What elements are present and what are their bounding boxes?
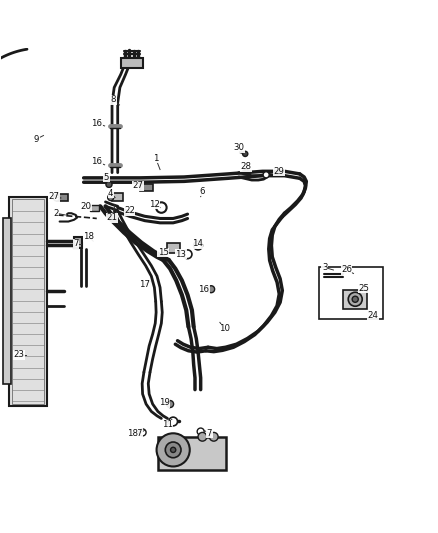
Text: 4: 4: [108, 189, 113, 198]
Text: 7: 7: [73, 239, 78, 248]
Circle shape: [243, 151, 248, 157]
Text: 20: 20: [80, 202, 92, 211]
Bar: [167, 243, 180, 253]
Text: 5: 5: [104, 173, 109, 182]
Text: 18: 18: [83, 232, 95, 241]
Bar: [90, 205, 99, 211]
Circle shape: [277, 170, 282, 175]
Text: 27: 27: [49, 192, 60, 201]
Circle shape: [166, 400, 173, 408]
Text: 29: 29: [274, 167, 285, 176]
Text: 12: 12: [149, 200, 160, 209]
Text: 6: 6: [200, 187, 205, 196]
Circle shape: [198, 432, 207, 441]
Circle shape: [208, 286, 215, 293]
Circle shape: [108, 195, 114, 200]
Text: 16: 16: [91, 119, 102, 128]
Circle shape: [76, 242, 81, 247]
Text: 3: 3: [322, 263, 328, 272]
Text: 24: 24: [367, 311, 378, 320]
Bar: [121, 58, 143, 68]
Text: 19: 19: [159, 398, 170, 407]
Circle shape: [76, 239, 81, 244]
Circle shape: [53, 195, 60, 201]
Text: 15: 15: [158, 248, 169, 257]
Bar: [112, 193, 123, 201]
Text: 8: 8: [110, 95, 116, 104]
Circle shape: [197, 428, 204, 435]
Circle shape: [263, 172, 269, 178]
Text: 9: 9: [34, 134, 39, 143]
Bar: [57, 195, 68, 201]
Text: 17: 17: [139, 280, 150, 289]
Text: 7: 7: [207, 429, 212, 438]
Text: 10: 10: [219, 324, 230, 333]
Circle shape: [194, 241, 202, 250]
Text: 22: 22: [124, 206, 135, 215]
Circle shape: [348, 292, 362, 306]
Bar: [3, 219, 11, 384]
Text: 25: 25: [358, 284, 370, 293]
Bar: [140, 183, 152, 191]
Bar: [343, 289, 367, 309]
Text: 16: 16: [198, 285, 209, 294]
Circle shape: [170, 447, 176, 453]
Bar: [10, 197, 46, 406]
Circle shape: [209, 432, 218, 441]
Text: 18: 18: [127, 429, 138, 438]
Bar: [319, 266, 383, 319]
Text: 26: 26: [341, 265, 352, 274]
Circle shape: [106, 181, 112, 188]
Bar: [158, 437, 226, 470]
Circle shape: [139, 429, 146, 436]
Bar: [12, 199, 44, 404]
Text: 28: 28: [240, 163, 251, 172]
Circle shape: [169, 417, 177, 426]
Text: 2: 2: [53, 209, 59, 218]
Text: 11: 11: [162, 420, 173, 429]
Text: 21: 21: [106, 213, 117, 222]
Circle shape: [156, 203, 166, 213]
Circle shape: [183, 250, 192, 259]
Text: 13: 13: [175, 250, 186, 259]
Text: 23: 23: [14, 350, 25, 359]
Text: 14: 14: [192, 239, 203, 248]
Bar: [74, 237, 82, 248]
Text: 27: 27: [133, 181, 144, 190]
Text: 7: 7: [137, 429, 142, 438]
Circle shape: [165, 442, 181, 458]
Circle shape: [156, 433, 190, 466]
Text: 1: 1: [153, 154, 159, 163]
Text: 16: 16: [91, 157, 102, 166]
Circle shape: [352, 296, 358, 302]
Text: 30: 30: [233, 143, 244, 152]
